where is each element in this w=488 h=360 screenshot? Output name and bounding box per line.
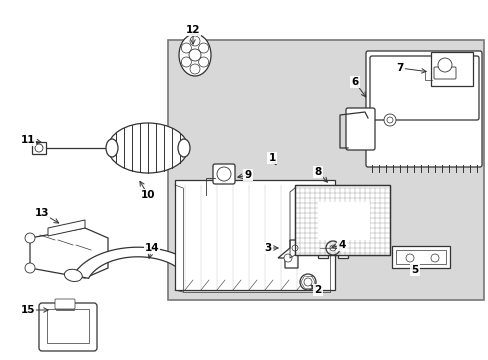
Circle shape [299, 274, 315, 290]
Ellipse shape [178, 139, 190, 157]
Circle shape [325, 241, 339, 255]
Text: 4: 4 [338, 240, 345, 250]
FancyBboxPatch shape [55, 299, 75, 309]
Circle shape [329, 245, 335, 251]
Text: 10: 10 [141, 190, 155, 200]
FancyBboxPatch shape [39, 303, 97, 351]
Circle shape [190, 36, 200, 46]
Circle shape [383, 114, 395, 126]
Text: 12: 12 [185, 25, 200, 35]
Ellipse shape [196, 278, 214, 290]
Bar [32, 142, 46, 154]
FancyBboxPatch shape [294, 185, 389, 255]
Text: 6: 6 [351, 77, 358, 87]
Circle shape [189, 49, 201, 61]
Text: 15: 15 [20, 305, 35, 315]
Polygon shape [30, 228, 108, 278]
Ellipse shape [108, 123, 187, 173]
FancyBboxPatch shape [391, 246, 449, 268]
Polygon shape [73, 247, 202, 278]
FancyBboxPatch shape [430, 52, 472, 86]
FancyBboxPatch shape [369, 56, 478, 120]
Text: 14: 14 [144, 243, 159, 253]
Circle shape [181, 43, 191, 53]
Text: 5: 5 [410, 265, 418, 275]
Ellipse shape [179, 34, 210, 76]
Circle shape [291, 245, 297, 251]
Text: 2: 2 [314, 285, 321, 295]
Text: 11: 11 [20, 135, 35, 145]
FancyBboxPatch shape [365, 51, 481, 167]
Ellipse shape [106, 139, 118, 157]
FancyBboxPatch shape [346, 108, 374, 150]
FancyBboxPatch shape [47, 309, 89, 343]
FancyBboxPatch shape [168, 40, 483, 300]
Circle shape [25, 263, 35, 273]
Polygon shape [317, 238, 347, 258]
Circle shape [437, 58, 451, 72]
Circle shape [386, 117, 392, 123]
Circle shape [405, 254, 413, 262]
Circle shape [430, 254, 438, 262]
Circle shape [181, 57, 191, 67]
FancyBboxPatch shape [317, 202, 369, 240]
FancyBboxPatch shape [433, 67, 455, 79]
Circle shape [35, 144, 43, 152]
Circle shape [304, 278, 311, 286]
Text: 8: 8 [314, 167, 321, 177]
Circle shape [198, 57, 208, 67]
FancyBboxPatch shape [395, 250, 445, 264]
Polygon shape [48, 220, 85, 236]
Ellipse shape [64, 269, 82, 282]
FancyBboxPatch shape [175, 180, 334, 290]
Polygon shape [278, 240, 297, 268]
FancyBboxPatch shape [213, 164, 235, 184]
Circle shape [198, 43, 208, 53]
Circle shape [190, 64, 200, 74]
Text: 13: 13 [35, 208, 49, 218]
Circle shape [217, 167, 230, 181]
Text: 1: 1 [268, 153, 275, 163]
Text: 9: 9 [244, 170, 251, 180]
Circle shape [284, 254, 291, 262]
Circle shape [25, 233, 35, 243]
Text: 3: 3 [264, 243, 271, 253]
Text: 7: 7 [395, 63, 403, 73]
